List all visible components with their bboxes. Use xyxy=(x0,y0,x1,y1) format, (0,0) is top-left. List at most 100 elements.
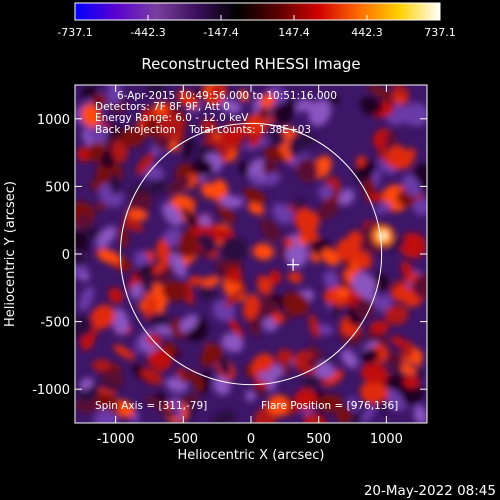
intensity-blob xyxy=(352,272,376,297)
intensity-blob xyxy=(183,136,194,161)
intensity-blob xyxy=(221,333,244,353)
x-tick-label: 1000 xyxy=(370,432,403,447)
flare-position-label: Flare Position = [976,136] xyxy=(261,400,398,412)
intensity-blob xyxy=(318,184,334,200)
intensity-blob xyxy=(197,233,218,252)
intensity-blob xyxy=(272,312,284,325)
intensity-blob xyxy=(359,97,383,115)
intensity-blob xyxy=(169,252,187,278)
intensity-blob xyxy=(164,407,177,419)
intensity-blob xyxy=(226,268,243,284)
intensity-blob xyxy=(178,230,199,259)
intensity-blob xyxy=(111,308,129,335)
intensity-blob xyxy=(201,182,216,199)
image-area xyxy=(75,85,427,423)
intensity-blob xyxy=(140,367,164,385)
intensity-blob xyxy=(326,95,340,105)
x-tick-label: 500 xyxy=(306,432,331,447)
solar-limb-circle xyxy=(119,122,383,386)
intensity-blob xyxy=(200,343,223,367)
intensity-blob xyxy=(243,293,260,320)
intensity-blob xyxy=(260,218,281,242)
intensity-blob xyxy=(274,102,293,125)
intensity-blob xyxy=(257,371,274,382)
spin-axis-marker xyxy=(287,258,300,271)
intensity-blob xyxy=(400,364,416,375)
intensity-blob xyxy=(100,150,116,169)
intensity-blob xyxy=(90,304,116,329)
intensity-blob xyxy=(367,192,385,203)
intensity-blob xyxy=(269,129,286,147)
intensity-blob xyxy=(75,227,89,251)
intensity-blob xyxy=(294,388,318,411)
intensity-blob xyxy=(248,132,262,147)
intensity-blob xyxy=(413,405,427,423)
intensity-blob xyxy=(269,364,283,378)
intensity-blob xyxy=(403,375,420,389)
intensity-blob xyxy=(109,173,121,195)
intensity-blob xyxy=(113,344,136,360)
intensity-blob xyxy=(220,124,247,144)
info-line-method: Back Projection Total counts: 1.38E+03 xyxy=(95,124,311,136)
image-info: 6-Apr-2015 10:49:56.000 to 10:51:16.000 … xyxy=(95,90,398,412)
colorbar-ticks: -737.1 -442.3 -147.4 147.4 442.3 737.1 xyxy=(57,15,456,39)
intensity-blob xyxy=(282,291,310,316)
intensity-blob xyxy=(353,298,375,319)
intensity-blob xyxy=(296,158,319,183)
intensity-blob xyxy=(384,304,409,325)
intensity-blob xyxy=(96,226,117,249)
intensity-blob xyxy=(111,140,128,163)
intensity-blob xyxy=(179,314,198,333)
intensity-blob xyxy=(162,280,188,302)
intensity-blob xyxy=(267,395,289,416)
intensity-blob xyxy=(304,413,324,423)
y-tick-label: 500 xyxy=(45,180,70,195)
intensity-blob xyxy=(276,349,294,365)
y-tick-label: -1000 xyxy=(32,383,70,398)
intensity-blob xyxy=(157,112,184,138)
intensity-blob xyxy=(356,155,366,167)
intensity-blob xyxy=(330,303,341,318)
intensity-blob xyxy=(199,214,212,228)
colorbar-tick-label: 737.1 xyxy=(424,26,456,39)
intensity-blob xyxy=(360,364,389,384)
intensity-blob xyxy=(244,114,267,138)
intensity-blob xyxy=(293,350,319,374)
intensity-blob xyxy=(188,276,204,286)
intensity-blob xyxy=(308,314,320,339)
intensity-blob xyxy=(245,390,255,402)
intensity-blob xyxy=(238,161,252,177)
intensity-blob xyxy=(79,286,95,311)
intensity-blob xyxy=(322,369,344,387)
intensity-blob xyxy=(199,283,215,301)
intensity-blob xyxy=(81,85,98,99)
intensity-blob xyxy=(141,270,154,295)
intensity-blob xyxy=(257,106,271,120)
axis-ticks: -1000 -500 0 500 1000 1000 500 0 -500 -1000 xyxy=(32,85,427,447)
x-tick-label: -1000 xyxy=(97,432,135,447)
intensity-blob xyxy=(225,287,247,307)
intensity-blob xyxy=(144,395,166,409)
intensity-blob xyxy=(243,187,266,204)
y-tick-label: -500 xyxy=(40,316,70,331)
spin-axis-label: Spin Axis = [311,-79] xyxy=(95,400,207,412)
intensity-blob xyxy=(218,99,242,114)
intensity-blob xyxy=(412,274,427,299)
intensity-blob xyxy=(386,237,406,252)
intensity-blob xyxy=(360,380,388,405)
intensity-blob xyxy=(191,158,214,176)
colorbar-frame xyxy=(74,2,441,21)
intensity-blob xyxy=(156,238,170,264)
intensity-blob xyxy=(216,200,236,224)
intensity-blob xyxy=(260,93,275,108)
intensity-blob xyxy=(268,270,282,285)
intensity-blob xyxy=(391,286,415,303)
intensity-blob xyxy=(285,95,296,113)
intensity-blob xyxy=(300,375,322,391)
intensity-blob xyxy=(167,176,192,194)
intensity-blob xyxy=(306,357,321,368)
intensity-blob xyxy=(77,213,91,228)
intensity-blob xyxy=(247,202,265,215)
colorbar-tick-label: -737.1 xyxy=(57,26,92,39)
